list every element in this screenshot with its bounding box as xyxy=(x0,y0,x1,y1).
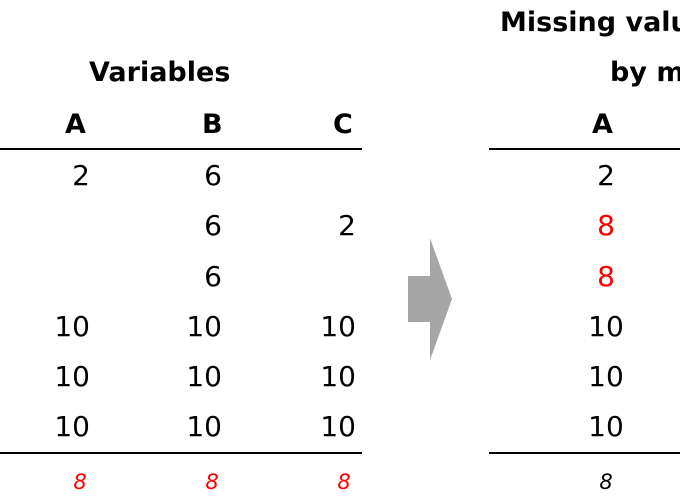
table-cell: 6 xyxy=(204,260,222,293)
table-cell: 6 xyxy=(204,159,222,192)
table-cell: 10 xyxy=(186,310,222,343)
table-cell: 10 xyxy=(54,360,90,393)
right-arrow-icon xyxy=(408,238,452,360)
left-header-rule xyxy=(0,148,362,150)
right-table-title-line1: Missing valu xyxy=(500,7,680,38)
right-table-title-line2: by m xyxy=(610,57,680,88)
table-cell: 10 xyxy=(588,310,624,343)
right-mean-a: 8 xyxy=(599,470,613,494)
table-cell: 10 xyxy=(588,410,624,443)
table-cell: 10 xyxy=(54,410,90,443)
table-cell: 10 xyxy=(588,360,624,393)
right-header-rule xyxy=(489,148,680,150)
table-cell: 2 xyxy=(338,209,356,242)
left-table-title: Variables xyxy=(89,57,231,88)
left-mean-b: 8 xyxy=(205,470,219,494)
right-column-header-a: A xyxy=(592,109,613,140)
table-cell: 10 xyxy=(320,310,356,343)
imputed-cell: 8 xyxy=(597,209,615,242)
table-cell: 10 xyxy=(54,310,90,343)
table-cell: 10 xyxy=(320,410,356,443)
left-column-header-a: A xyxy=(65,109,86,140)
table-cell: 10 xyxy=(186,360,222,393)
table-cell: 2 xyxy=(72,159,90,192)
left-mean-a: 8 xyxy=(73,470,87,494)
table-cell: 10 xyxy=(186,410,222,443)
table-cell: 6 xyxy=(204,209,222,242)
imputed-cell: 8 xyxy=(597,260,615,293)
left-column-header-c: C xyxy=(333,109,353,140)
left-column-header-b: B xyxy=(202,109,223,140)
table-cell: 2 xyxy=(597,159,615,192)
right-footer-rule xyxy=(489,452,680,454)
left-mean-c: 8 xyxy=(337,470,351,494)
table-cell: 10 xyxy=(320,360,356,393)
left-footer-rule xyxy=(0,452,362,454)
